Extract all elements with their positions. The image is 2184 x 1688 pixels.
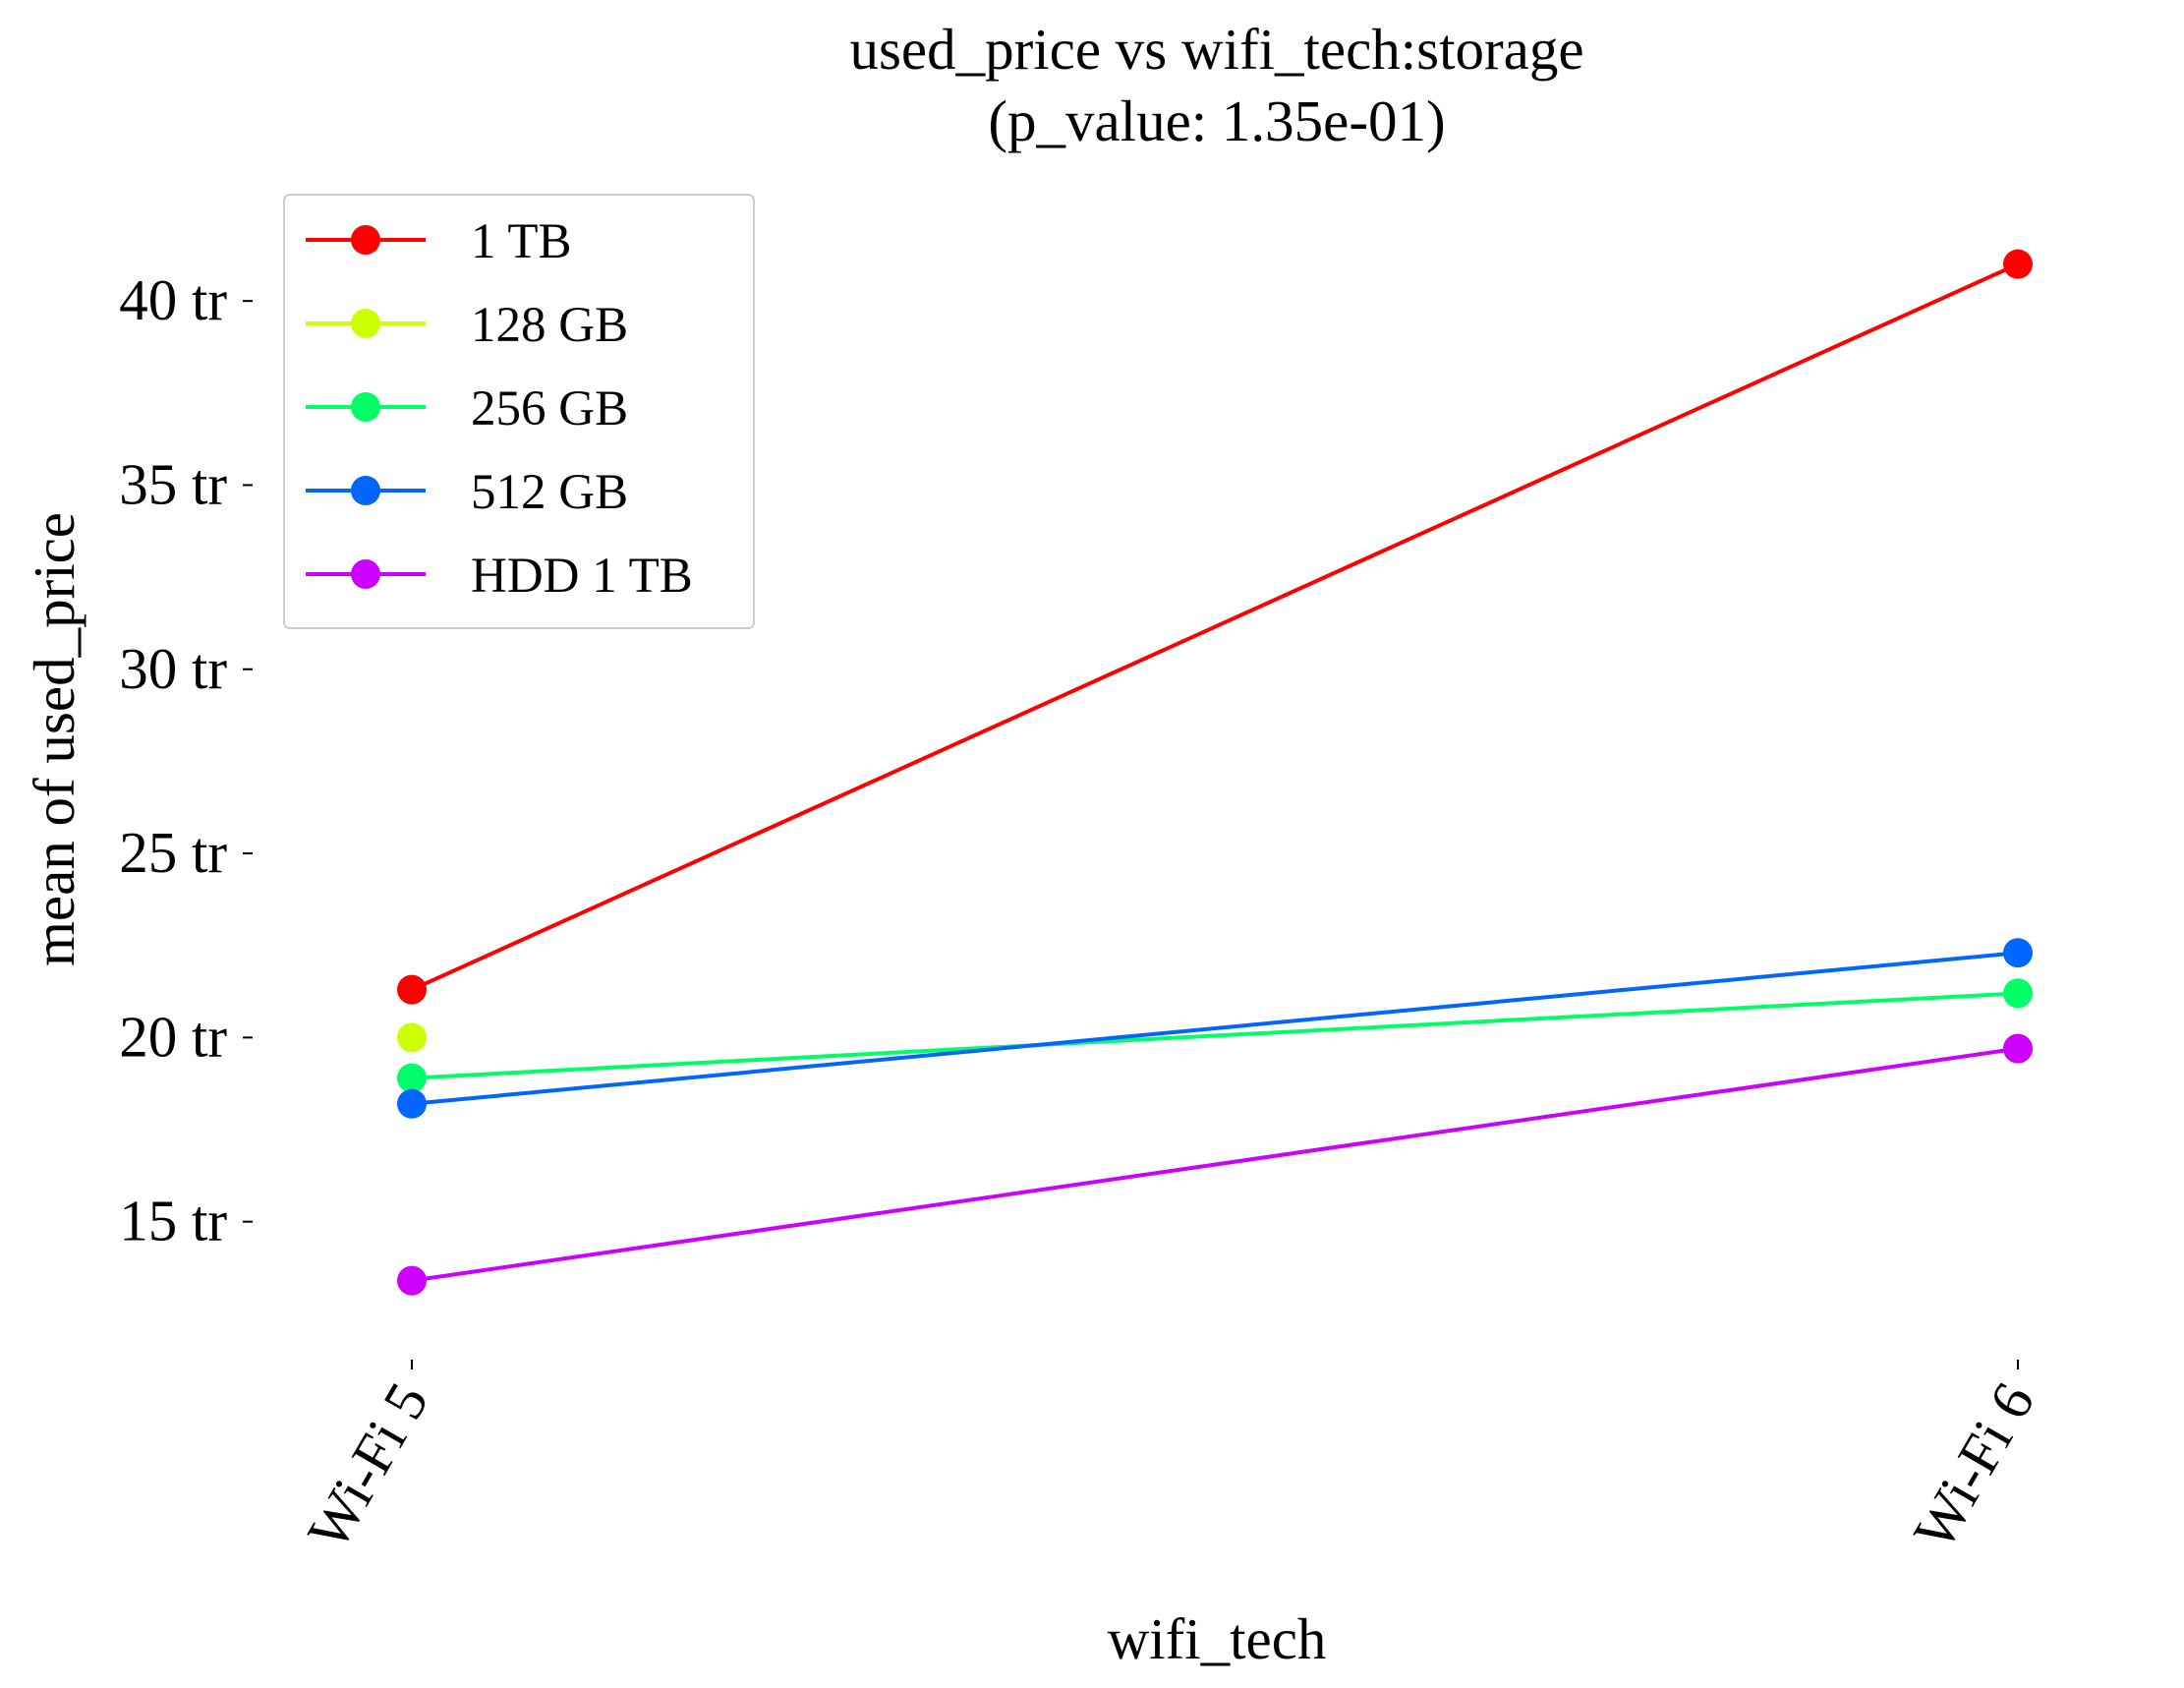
series-1-tb (397, 249, 2033, 1005)
data-point (397, 1063, 427, 1093)
legend-item: 128 GB (306, 298, 628, 353)
series-line (411, 262, 2019, 992)
legend-marker (351, 559, 380, 589)
x-tick-label: Wi-Fi 6 (1901, 1372, 2047, 1560)
series-256-gb (397, 978, 2033, 1093)
legend-label: 1 TB (471, 214, 572, 269)
chart-title: used_price vs wifi_tech:storage (849, 17, 1583, 82)
legend: 1 TB 128 GB 256 GB 512 GB HDD 1 TB (283, 194, 755, 629)
y-axis-label: mean of used_price (22, 512, 86, 966)
series-line (411, 991, 2019, 1080)
x-axis: Wi-Fi 5 Wi-Fi 6 (295, 1360, 2047, 1560)
series-hdd-1-tb (397, 1033, 2033, 1296)
legend-item: 512 GB (306, 465, 628, 520)
series-line (411, 951, 2019, 1106)
data-point (2003, 249, 2033, 279)
legend-label: 256 GB (471, 381, 628, 437)
series-128-gb (397, 1022, 427, 1053)
y-tick-label: 35 tr (119, 451, 227, 516)
data-point (397, 1265, 427, 1296)
data-point (2003, 978, 2033, 1009)
y-tick-label: 15 tr (119, 1189, 227, 1253)
y-axis: 15 tr 20 tr 25 tr 30 tr 35 tr 40 tr (119, 267, 253, 1253)
chart-subtitle: (p_value: 1.35e-01) (988, 88, 1445, 153)
y-tick-label: 25 tr (119, 820, 227, 885)
title-group: used_price vs wifi_tech:storage (p_value… (849, 17, 1583, 153)
data-point (397, 1022, 427, 1053)
legend-label: HDD 1 TB (471, 549, 693, 604)
data-point (2003, 938, 2033, 968)
y-tick-label: 40 tr (119, 267, 227, 332)
legend-marker (351, 392, 380, 422)
series-layer (397, 249, 2033, 1296)
legend-label: 512 GB (471, 465, 628, 520)
legend-item: HDD 1 TB (306, 549, 693, 604)
legend-label: 128 GB (471, 298, 628, 353)
series-512-gb (397, 938, 2033, 1119)
legend-marker (351, 476, 380, 505)
legend-box (283, 194, 755, 629)
legend-marker (351, 225, 380, 255)
legend-item: 1 TB (306, 214, 572, 269)
data-point (397, 974, 427, 1005)
data-point (397, 1088, 427, 1119)
x-tick-label: Wi-Fi 5 (295, 1372, 441, 1560)
legend-marker (351, 309, 380, 338)
y-tick-label: 20 tr (119, 1004, 227, 1069)
x-axis-label: wifi_tech (1108, 1606, 1327, 1671)
y-tick-label: 30 tr (119, 636, 227, 701)
series-line (411, 1046, 2019, 1283)
data-point (2003, 1033, 2033, 1064)
legend-item: 256 GB (306, 381, 628, 437)
